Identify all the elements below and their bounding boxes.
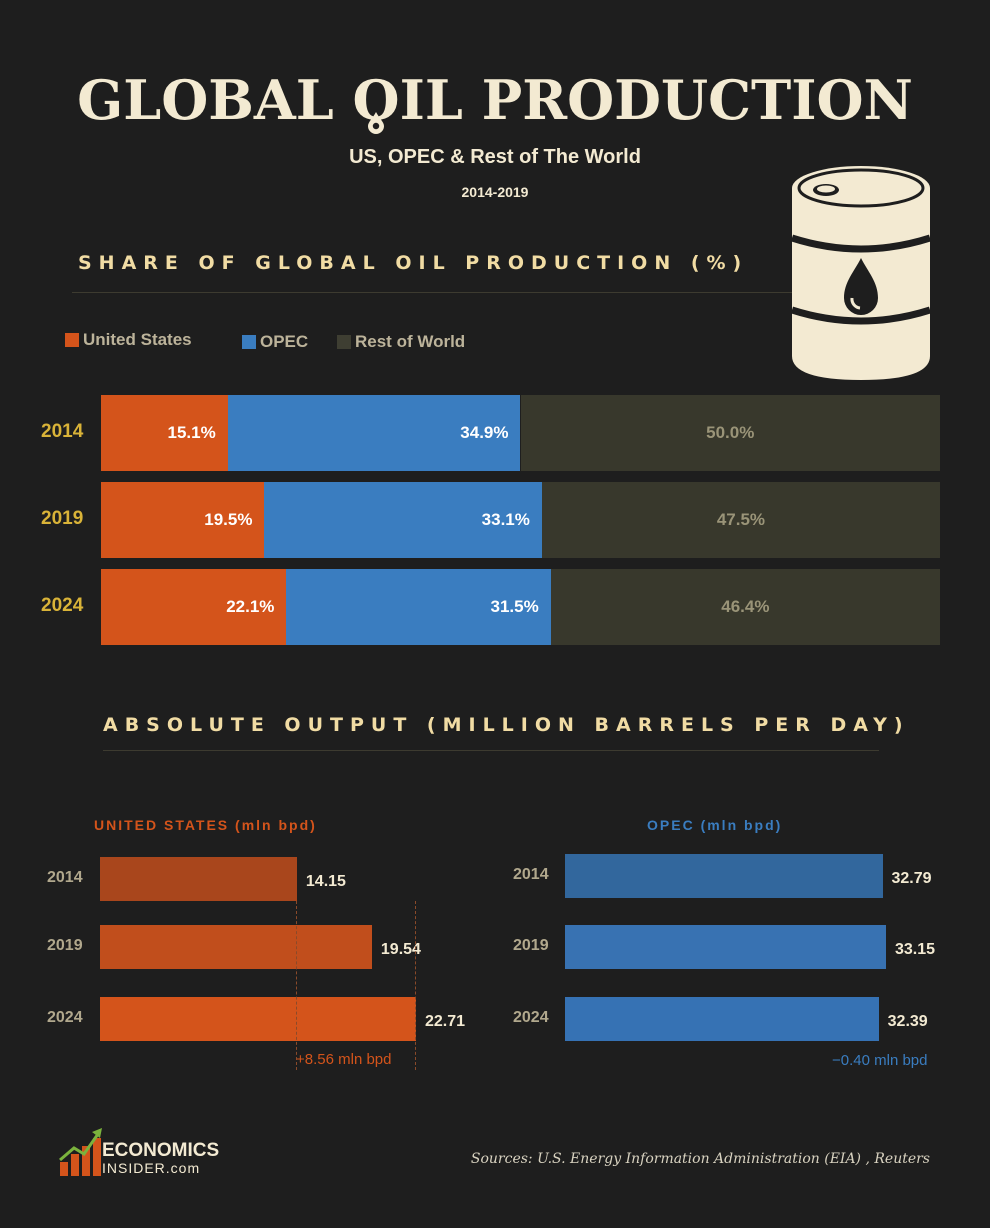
bar-year-label: 2019 — [47, 937, 83, 954]
bar-value-label: 34.9% — [460, 423, 509, 442]
legend-item-row: Rest of World — [337, 332, 465, 352]
bar-value-label: 19.54 — [380, 941, 421, 958]
section-divider — [72, 292, 792, 293]
bar-segment-row: 46.4% — [550, 569, 940, 645]
output-bar — [565, 997, 879, 1041]
us-change-annotation: +8.56 mln bpd — [296, 1051, 392, 1068]
bar-value-label: 31.5% — [490, 597, 539, 616]
bar-value-label: 50.0% — [706, 423, 755, 442]
growth-bars-arrow-icon — [59, 1128, 102, 1176]
bar-segment-row: 50.0% — [520, 395, 940, 471]
section-divider — [103, 750, 879, 751]
bar-year-label: 2019 — [41, 508, 84, 529]
bar-value-label: 19.5% — [204, 510, 253, 529]
bar-year-label: 2019 — [513, 937, 549, 954]
us-chart-heading: UNITED STATES (mln bpd) — [94, 817, 317, 833]
title-letter-o: O — [352, 68, 400, 134]
sources-note: Sources: U.S. Energy Information Adminis… — [470, 1151, 930, 1167]
reference-dashed-line — [415, 901, 416, 1070]
bar-value-label: 32.79 — [891, 870, 932, 887]
bar-year-label: 2024 — [513, 1009, 549, 1026]
bar-value-label: 47.5% — [716, 510, 766, 529]
bar-value-label: 22.71 — [425, 1013, 466, 1030]
bar-year-label: 2014 — [41, 421, 84, 442]
page-title: GLOBAL O IL PRODUCTION — [0, 68, 990, 134]
bar-value-label: 22.1% — [226, 597, 275, 616]
bar-year-label: 2024 — [41, 595, 84, 616]
bar-segment-opec: 33.1% — [264, 482, 542, 558]
title-part-2: IL PRODUCTION — [399, 68, 913, 132]
share-stacked-bar-chart: 2014 15.1% 34.9% 50.0% 2019 19.5% 33.1% 47.5% 20… — [41, 395, 940, 645]
bar-value-label: 14.15 — [305, 873, 346, 890]
output-bar — [565, 925, 886, 969]
reference-dashed-line — [295, 901, 297, 1070]
bar-segment-opec: 34.9% — [227, 395, 521, 471]
legend-item-opec: OPEC — [242, 332, 308, 352]
bar-value-label: 46.4% — [721, 597, 770, 616]
bar-segment-opec: 31.5% — [286, 569, 551, 645]
output-bar — [565, 854, 883, 898]
output-section-title: ABSOLUTE OUTPUT (MILLION BARRELS PER DAY… — [103, 714, 910, 736]
bar-segment-us: 15.1% — [101, 395, 228, 471]
legend-item-us: United States — [65, 330, 192, 350]
bar-value-label: 32.39 — [887, 1013, 928, 1030]
output-bar — [100, 925, 372, 969]
legend-swatch-us — [65, 333, 79, 347]
opec-change-annotation: −0.40 mln bpd — [832, 1052, 928, 1069]
year-range: 2014-2019 — [461, 184, 529, 200]
legend-swatch-opec — [242, 335, 256, 349]
bar-value-label: 33.1% — [481, 510, 530, 529]
opec-chart-heading: OPEC (mln bpd) — [647, 817, 783, 833]
bar-year-label: 2014 — [47, 869, 83, 886]
output-bar — [100, 857, 297, 901]
bar-year-label: 2014 — [513, 866, 549, 883]
legend-swatch-row — [337, 335, 351, 349]
bar-segment-us: 22.1% — [101, 569, 287, 645]
share-section-title: SHARE OF GLOBAL OIL PRODUCTION (%) — [78, 252, 749, 274]
bar-segment-row: 47.5% — [541, 482, 940, 558]
oil-drop-icon — [368, 112, 385, 134]
logo-wordmark-line2: INSIDER.com — [102, 1160, 201, 1176]
bar-value-label: 15.1% — [167, 423, 216, 442]
logo-wordmark-line1: ECONOMICS — [102, 1140, 220, 1161]
page-subtitle: US, OPEC & Rest of The World — [349, 146, 641, 168]
bar-value-label: 33.15 — [895, 941, 936, 958]
oil-barrel-icon — [790, 166, 932, 380]
title-part-1: GLOBAL — [77, 68, 353, 132]
output-bar — [100, 997, 416, 1041]
bar-segment-us: 19.5% — [101, 482, 265, 558]
bar-year-label: 2024 — [47, 1009, 83, 1026]
